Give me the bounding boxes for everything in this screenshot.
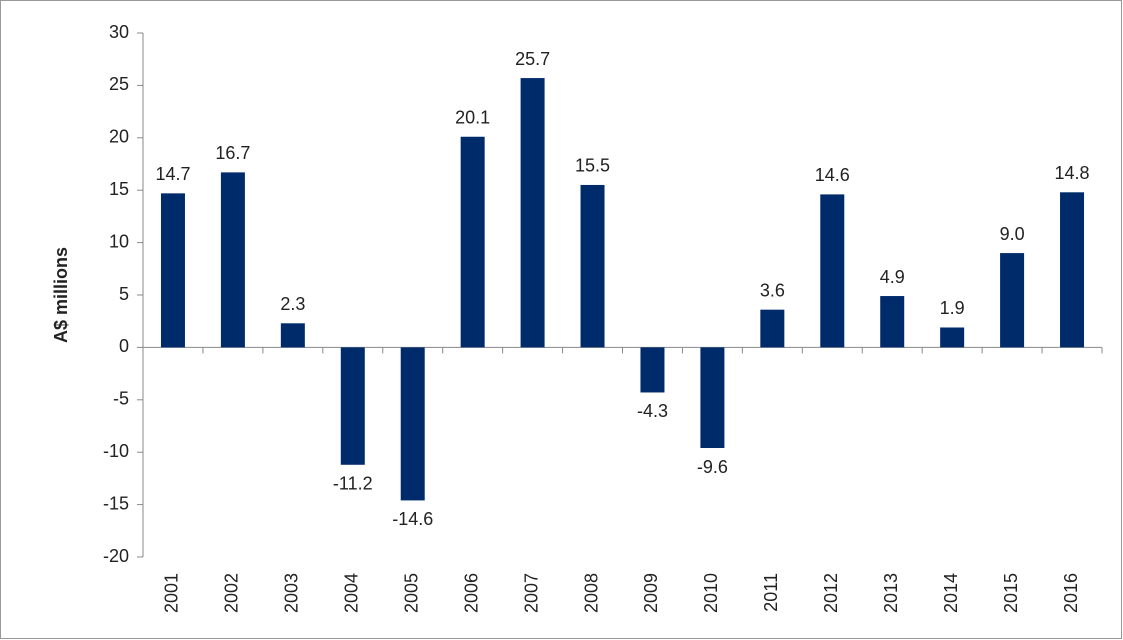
x-tick-label: 2001 [162,573,182,613]
bar [340,347,365,465]
y-tick-label: -10 [103,441,129,461]
data-label: 25.7 [515,49,550,69]
data-label: 2.3 [280,294,305,314]
x-tick-label: 2003 [282,573,302,613]
x-tick-label: 2013 [881,573,901,613]
data-label: -4.3 [637,401,668,421]
bar [820,194,845,348]
y-tick-label: 30 [109,22,129,42]
bar [160,193,185,348]
y-tick-label: 0 [119,336,129,356]
data-label: 14.8 [1055,163,1090,183]
x-tick-label: 2002 [222,573,242,613]
y-tick-label: 15 [109,179,129,199]
y-tick-label: -20 [103,546,129,566]
bar [520,78,545,348]
data-label: -11.2 [333,474,373,494]
bar [580,184,605,348]
y-tick-label: 5 [119,284,129,304]
data-label: -14.6 [392,509,433,529]
x-tick-label: 2012 [821,573,841,613]
x-tick-label: 2005 [401,573,421,613]
x-tick-label: 2009 [641,573,661,613]
bar [880,296,905,348]
bar [1060,192,1085,348]
data-label: 15.5 [575,156,610,176]
y-tick-label: -15 [103,493,129,513]
data-label: 9.0 [1000,224,1025,244]
bar [940,327,965,348]
x-tick-label: 2016 [1061,573,1081,613]
bar [220,172,245,348]
bar [280,323,305,348]
x-tick-label: 2004 [342,573,362,613]
x-tick-label: 2010 [701,573,721,613]
x-tick-label: 2006 [461,573,481,613]
data-label: 1.9 [940,298,965,318]
y-tick-label: -5 [113,389,129,409]
bar [640,347,665,393]
x-tick-label: 2011 [761,573,781,612]
data-label: 3.6 [760,280,785,300]
data-label: 14.6 [815,165,850,185]
data-label: -9.6 [697,457,728,477]
x-tick-label: 2015 [1001,573,1021,613]
y-tick-label: 20 [109,127,129,147]
y-axis-label: A$ millions [51,247,71,343]
bar [460,136,485,348]
data-label: 4.9 [880,267,905,287]
data-label: 16.7 [215,143,250,163]
bar [400,347,425,501]
data-label: 14.7 [155,164,190,184]
bar [700,347,725,449]
bar [1000,253,1025,348]
x-tick-label: 2008 [581,573,601,613]
y-tick-label: 10 [109,231,129,251]
data-label: 20.1 [455,108,490,128]
x-tick-label: 2014 [941,573,961,613]
x-tick-label: 2007 [521,573,541,613]
y-tick-label: 25 [109,74,129,94]
bar [760,309,785,348]
